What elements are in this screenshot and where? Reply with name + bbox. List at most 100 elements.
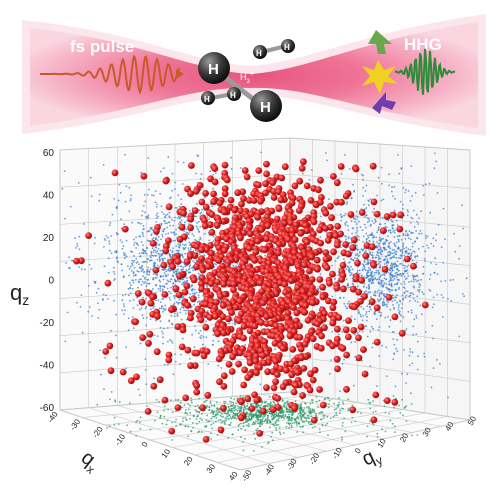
- projection-point-side: [114, 278, 116, 280]
- projection-point-side: [346, 203, 348, 205]
- projection-point-side: [177, 223, 180, 225]
- projection-point-bottom: [219, 419, 222, 421]
- projection-point-side: [167, 273, 170, 276]
- projection-point-side: [120, 218, 122, 221]
- projection-point-bottom: [227, 418, 230, 420]
- data-point: [349, 406, 357, 414]
- projection-point-side: [340, 173, 343, 175]
- projection-point-side: [388, 283, 391, 286]
- projection-point-side: [410, 232, 413, 235]
- projection-point-bottom: [332, 416, 335, 419]
- projection-point-side: [376, 291, 379, 293]
- projection-point-side: [158, 243, 161, 246]
- projection-point-bottom: [367, 398, 370, 401]
- projection-point-bottom: [238, 410, 241, 412]
- projection-point-bottom: [236, 409, 239, 412]
- data-point: [184, 301, 192, 309]
- projection-point-side: [407, 252, 410, 255]
- projection-point-side: [392, 304, 394, 306]
- projection-point-bottom: [175, 410, 177, 413]
- laser-beam: [30, 22, 478, 128]
- projection-point-side: [166, 213, 169, 216]
- data-point: [290, 304, 297, 311]
- projection-point-side: [397, 288, 400, 290]
- green-arrow-icon: [368, 30, 392, 54]
- projection-point-bottom: [416, 434, 419, 436]
- projection-point-side: [363, 276, 365, 278]
- projection-point-side: [147, 214, 150, 217]
- data-point: [329, 270, 336, 278]
- data-point: [358, 277, 366, 284]
- projection-point-bottom: [301, 415, 304, 417]
- projection-point-bottom: [319, 431, 321, 434]
- projection-point-side: [123, 251, 125, 254]
- projection-point-side: [361, 173, 363, 176]
- projection-point-side: [167, 364, 169, 366]
- atom-label-6: H: [230, 91, 236, 100]
- data-point: [219, 313, 227, 321]
- data-point: [342, 326, 350, 334]
- projection-point-bottom: [243, 410, 245, 412]
- projection-point-side: [138, 394, 141, 396]
- projection-point-side: [367, 285, 370, 287]
- projection-point-side: [177, 243, 180, 246]
- projection-point-side: [142, 248, 144, 251]
- projection-point-bottom: [96, 403, 99, 406]
- projection-point-bottom: [240, 410, 243, 413]
- projection-point-side: [433, 272, 436, 274]
- projection-point-side: [381, 344, 383, 347]
- projection-point-side: [449, 279, 452, 281]
- data-point: [274, 395, 282, 402]
- projection-point-side: [134, 273, 137, 276]
- data-point: [293, 309, 301, 317]
- projection-point-side: [396, 294, 398, 296]
- projection-point-side: [180, 353, 182, 356]
- projection-point-side: [106, 298, 109, 300]
- projection-point-bottom: [327, 434, 329, 437]
- projection-point-side: [417, 248, 420, 250]
- data-point: [303, 182, 311, 190]
- projection-point-bottom: [333, 408, 336, 411]
- projection-point-side: [98, 193, 101, 196]
- projection-point-side: [366, 221, 369, 224]
- data-point: [229, 353, 237, 361]
- data-point: [187, 362, 195, 370]
- data-point: [241, 167, 249, 174]
- projection-point-bottom: [366, 425, 369, 428]
- projection-point-side: [88, 264, 91, 266]
- projection-point-bottom: [289, 422, 292, 425]
- projection-point-side: [143, 228, 145, 230]
- projection-point-side: [402, 246, 404, 248]
- data-point: [235, 317, 243, 325]
- projection-point-side: [131, 221, 134, 224]
- projection-point-side: [159, 326, 162, 329]
- projection-point-bottom: [113, 424, 116, 426]
- projection-point-side: [69, 267, 71, 270]
- projection-point-side: [164, 304, 167, 307]
- data-point: [200, 352, 208, 360]
- projection-point-side: [191, 284, 194, 287]
- projection-point-side: [80, 294, 83, 296]
- projection-point-bottom: [171, 439, 174, 441]
- projection-point-side: [172, 247, 174, 250]
- projection-point-side: [395, 347, 397, 350]
- projection-point-side: [165, 222, 168, 225]
- projection-point-bottom: [246, 424, 248, 427]
- projection-point-side: [179, 301, 181, 304]
- projection-point-bottom: [325, 424, 327, 427]
- projection-point-side: [409, 255, 412, 257]
- projection-point-side: [398, 304, 400, 306]
- projection-point-side: [378, 236, 381, 239]
- projection-point-side: [181, 306, 183, 309]
- projection-point-side: [165, 275, 168, 277]
- data-point: [246, 230, 254, 238]
- projection-point-bottom: [229, 416, 232, 418]
- data-point: [351, 303, 359, 311]
- projection-point-side: [338, 333, 340, 336]
- projection-point-side: [394, 299, 396, 301]
- data-point: [270, 384, 278, 392]
- projection-point-side: [426, 235, 429, 238]
- projection-point-side: [392, 338, 395, 340]
- projection-point-side: [372, 237, 374, 239]
- projection-point-side: [378, 245, 380, 248]
